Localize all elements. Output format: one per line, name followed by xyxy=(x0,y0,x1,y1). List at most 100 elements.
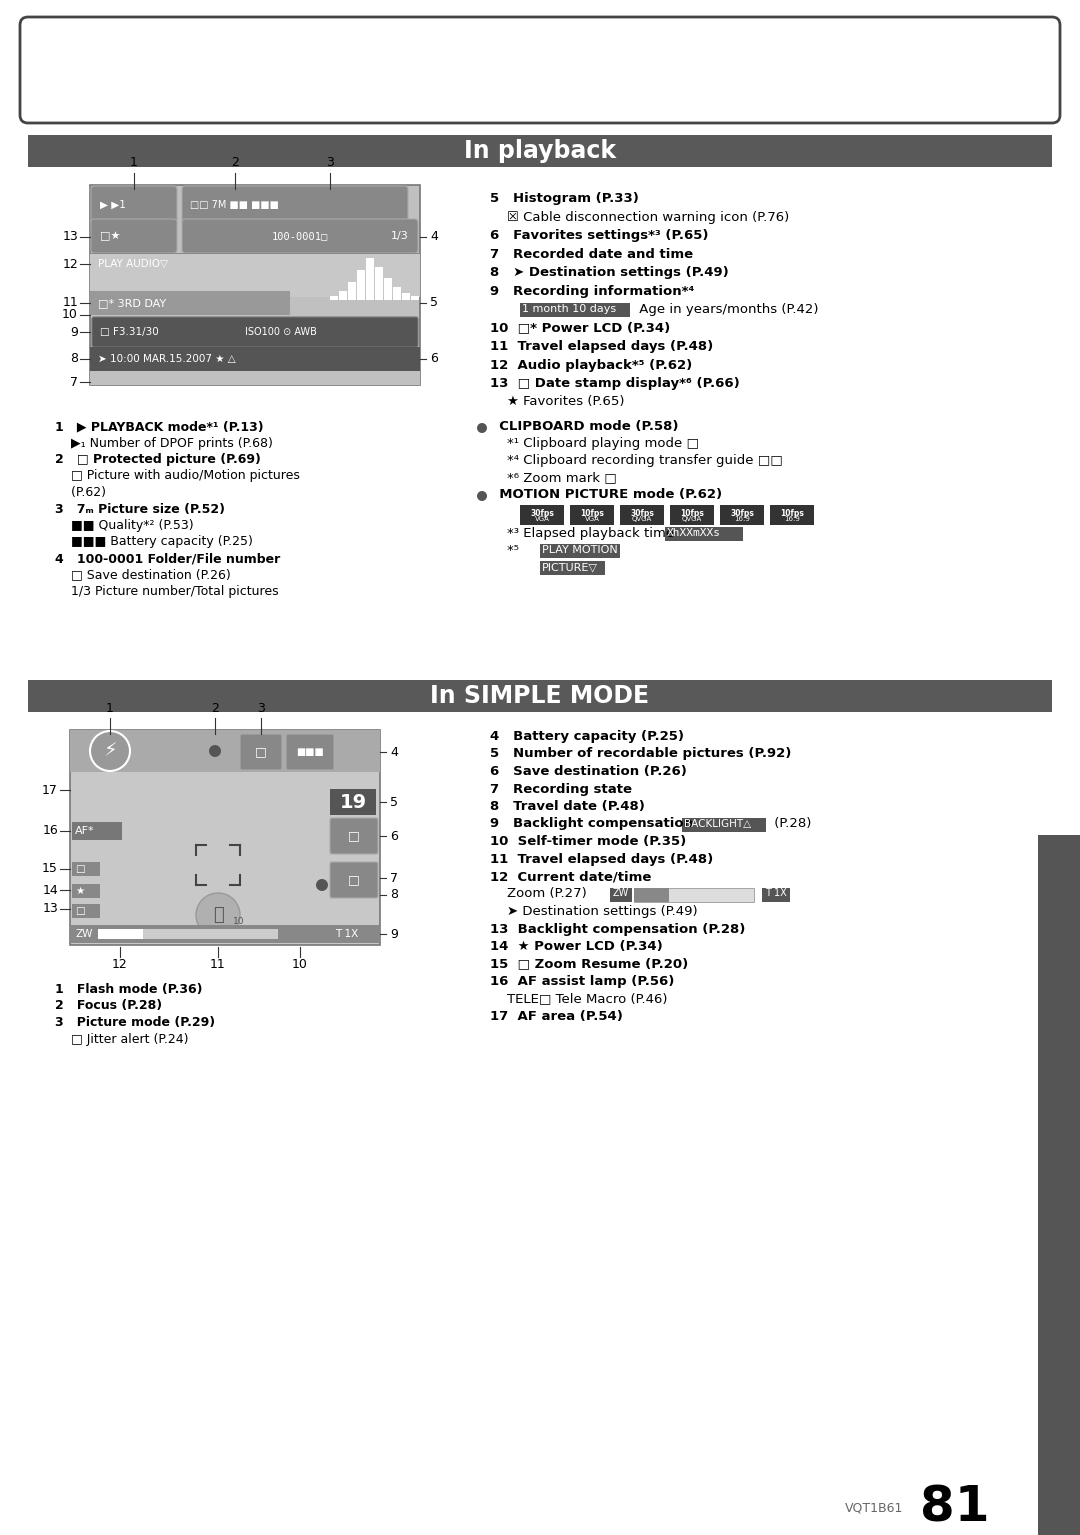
Bar xyxy=(670,505,714,525)
FancyBboxPatch shape xyxy=(183,220,418,253)
Bar xyxy=(98,929,278,939)
Text: T 1X: T 1X xyxy=(335,929,359,939)
Text: 7   Recording state: 7 Recording state xyxy=(490,783,632,795)
Bar xyxy=(90,292,291,315)
Text: □: □ xyxy=(255,746,267,758)
FancyBboxPatch shape xyxy=(91,220,177,253)
Bar xyxy=(540,543,620,559)
Text: 9   Recording information*⁴: 9 Recording information*⁴ xyxy=(490,284,694,298)
FancyBboxPatch shape xyxy=(286,734,334,771)
Text: 8   Travel date (P.48): 8 Travel date (P.48) xyxy=(490,800,645,814)
Text: □ F3.31/30: □ F3.31/30 xyxy=(100,327,159,338)
Text: ■■■: ■■■ xyxy=(296,748,324,757)
Text: *⁶ Zoom mark □: *⁶ Zoom mark □ xyxy=(490,471,617,484)
Text: 10fps: 10fps xyxy=(780,510,804,517)
Text: *³ Elapsed playback time: *³ Elapsed playback time xyxy=(490,527,678,540)
Text: □: □ xyxy=(75,864,84,873)
Bar xyxy=(681,818,766,832)
Text: 1: 1 xyxy=(130,157,138,169)
Text: 7: 7 xyxy=(70,376,78,388)
Text: BACKLIGHT△: BACKLIGHT△ xyxy=(684,818,751,829)
Text: 7: 7 xyxy=(390,872,399,884)
Bar xyxy=(90,253,420,275)
Text: (P.62): (P.62) xyxy=(55,487,106,499)
Bar xyxy=(72,863,100,876)
Text: 2: 2 xyxy=(211,701,219,714)
Bar xyxy=(70,926,380,942)
Bar xyxy=(28,135,1052,167)
Text: 30fps: 30fps xyxy=(630,510,653,517)
Text: PLAY MOTION: PLAY MOTION xyxy=(542,545,618,556)
Text: 14  ★ Power LCD (P.34): 14 ★ Power LCD (P.34) xyxy=(490,939,663,953)
Bar xyxy=(1038,835,1080,1535)
Text: 16: 16 xyxy=(42,824,58,838)
Bar xyxy=(634,887,754,901)
Text: ■■■ Battery capacity (P.25): ■■■ Battery capacity (P.25) xyxy=(55,536,253,548)
Text: 2   Focus (P.28): 2 Focus (P.28) xyxy=(55,999,162,1013)
Text: ▶ ▶1: ▶ ▶1 xyxy=(100,200,126,210)
Text: 15: 15 xyxy=(42,863,58,875)
Text: 9: 9 xyxy=(390,927,397,941)
Text: PICTURE▽: PICTURE▽ xyxy=(542,562,598,573)
Text: □ Save destination (P.26): □ Save destination (P.26) xyxy=(55,568,231,582)
Text: 8   ➤ Destination settings (P.49): 8 ➤ Destination settings (P.49) xyxy=(490,266,729,279)
FancyBboxPatch shape xyxy=(240,734,282,771)
Text: □* 3RD DAY: □* 3RD DAY xyxy=(98,298,166,309)
Text: ▶₁ Number of DPOF prints (P.68): ▶₁ Number of DPOF prints (P.68) xyxy=(55,436,273,450)
Bar xyxy=(519,505,564,525)
Text: 3   7ₘ Picture size (P.52): 3 7ₘ Picture size (P.52) xyxy=(55,502,225,516)
Text: 12  Audio playback*⁵ (P.62): 12 Audio playback*⁵ (P.62) xyxy=(490,359,692,371)
Bar xyxy=(411,296,419,299)
Bar xyxy=(570,505,615,525)
Text: 10: 10 xyxy=(63,309,78,321)
Text: 10  □* Power LCD (P.34): 10 □* Power LCD (P.34) xyxy=(490,321,671,335)
Bar xyxy=(330,296,338,299)
Text: 16:9: 16:9 xyxy=(734,516,750,522)
Bar xyxy=(28,680,1052,712)
FancyBboxPatch shape xyxy=(91,186,177,224)
Text: 3   Picture mode (P.29): 3 Picture mode (P.29) xyxy=(55,1016,215,1028)
Text: 2: 2 xyxy=(231,157,239,169)
Bar xyxy=(393,287,401,299)
Text: 16  AF assist lamp (P.56): 16 AF assist lamp (P.56) xyxy=(490,975,674,989)
Text: (P.28): (P.28) xyxy=(770,818,811,830)
Bar xyxy=(357,270,365,299)
Bar xyxy=(384,278,392,299)
Circle shape xyxy=(210,744,221,757)
Text: 11: 11 xyxy=(211,958,226,972)
Text: 81: 81 xyxy=(920,1484,989,1532)
Text: ⏱: ⏱ xyxy=(213,906,224,924)
Bar xyxy=(348,282,356,299)
Text: VGA: VGA xyxy=(535,516,550,522)
Bar xyxy=(72,823,122,840)
Text: ➤ Destination settings (P.49): ➤ Destination settings (P.49) xyxy=(490,906,698,918)
Bar xyxy=(90,186,420,385)
Text: AF*: AF* xyxy=(75,826,95,837)
Text: 13: 13 xyxy=(63,230,78,244)
Text: 16:9: 16:9 xyxy=(784,516,800,522)
Text: 8: 8 xyxy=(70,353,78,365)
Bar xyxy=(665,527,743,540)
Text: ★ Favorites (P.65): ★ Favorites (P.65) xyxy=(490,396,624,408)
Bar xyxy=(720,505,764,525)
Text: 100-0001□: 100-0001□ xyxy=(272,230,328,241)
Bar xyxy=(90,253,420,296)
Text: MOTION PICTURE mode (P.62): MOTION PICTURE mode (P.62) xyxy=(490,488,723,500)
Text: PLAY AUDIO▽: PLAY AUDIO▽ xyxy=(98,259,168,269)
Text: 1 month 10 days: 1 month 10 days xyxy=(522,304,616,315)
FancyBboxPatch shape xyxy=(92,318,418,347)
Text: 4   100-0001 Folder/File number: 4 100-0001 Folder/File number xyxy=(55,553,280,565)
Text: In playback: In playback xyxy=(464,140,616,163)
Circle shape xyxy=(195,893,240,936)
Text: 1/3: 1/3 xyxy=(391,230,409,241)
Text: VQT1B61: VQT1B61 xyxy=(845,1501,903,1515)
Text: 11  Travel elapsed days (P.48): 11 Travel elapsed days (P.48) xyxy=(490,339,713,353)
Bar xyxy=(375,267,383,299)
Text: 30fps: 30fps xyxy=(530,510,554,517)
Text: 13  Backlight compensation (P.28): 13 Backlight compensation (P.28) xyxy=(490,923,745,935)
Text: 6: 6 xyxy=(430,353,437,365)
Circle shape xyxy=(90,731,130,771)
Bar xyxy=(330,789,376,815)
Text: 19: 19 xyxy=(339,792,366,812)
Bar xyxy=(70,731,380,772)
